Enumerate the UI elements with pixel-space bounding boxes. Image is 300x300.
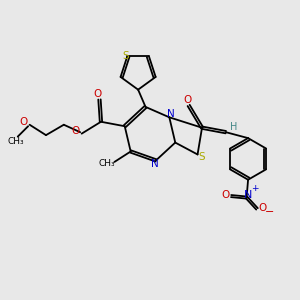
- Text: N: N: [244, 190, 252, 200]
- Text: O: O: [221, 190, 229, 200]
- Text: S: S: [199, 152, 205, 162]
- Text: O: O: [20, 117, 28, 127]
- Text: N: N: [152, 159, 159, 169]
- Text: +: +: [251, 184, 259, 193]
- Text: CH₃: CH₃: [99, 159, 115, 168]
- Text: O: O: [94, 89, 102, 99]
- Text: CH₃: CH₃: [7, 137, 24, 146]
- Text: O: O: [259, 203, 267, 213]
- Text: N: N: [167, 109, 175, 119]
- Text: −: −: [265, 207, 274, 218]
- Text: H: H: [230, 122, 237, 132]
- Text: O: O: [72, 126, 80, 136]
- Text: O: O: [183, 95, 191, 105]
- Text: S: S: [122, 51, 129, 61]
